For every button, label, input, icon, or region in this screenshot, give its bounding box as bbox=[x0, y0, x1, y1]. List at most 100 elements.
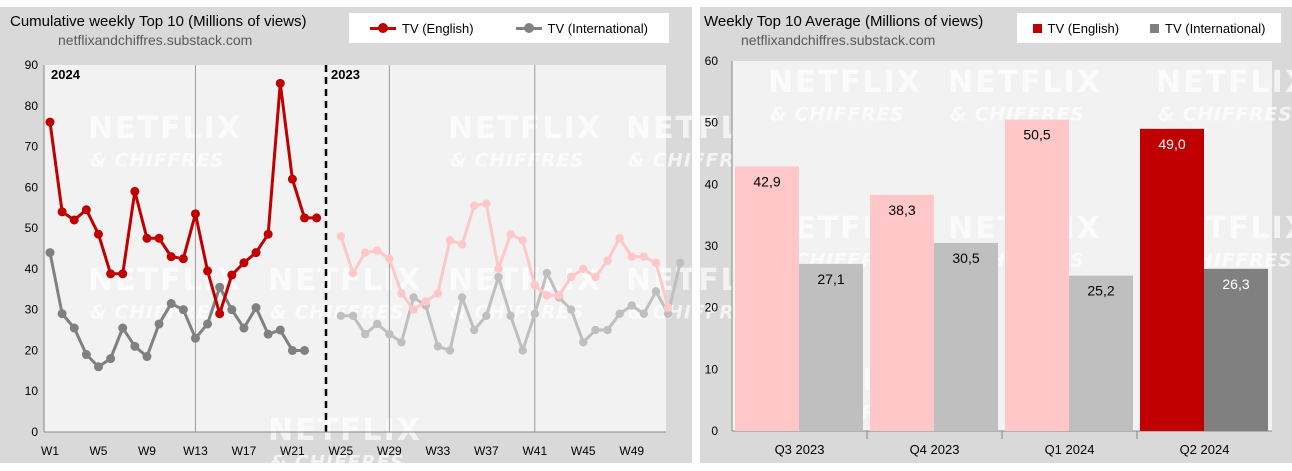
line-point bbox=[69, 323, 79, 333]
bar-tv-english bbox=[1005, 119, 1069, 431]
left-x-tick-label: W41 bbox=[522, 444, 547, 458]
bar-value-label: 27,1 bbox=[817, 271, 844, 287]
bar-tv-international bbox=[799, 263, 863, 431]
left-x-tick-label: W21 bbox=[280, 444, 305, 458]
right-watermark-2-netflix: NETFLIX bbox=[1156, 65, 1292, 100]
line-point bbox=[360, 329, 370, 339]
line-point bbox=[506, 230, 515, 239]
bar-value-label: 25,2 bbox=[1087, 283, 1114, 299]
legend-marker-line-icon bbox=[370, 22, 396, 33]
right-watermark-0-netflix: NETFLIX bbox=[768, 65, 922, 100]
line-point bbox=[142, 352, 152, 362]
line-point bbox=[639, 309, 649, 318]
line-point bbox=[81, 350, 91, 360]
line-point bbox=[373, 319, 382, 329]
left-watermark-7-netflix: NETFLIX bbox=[268, 413, 422, 448]
line-point bbox=[651, 287, 661, 296]
left-watermark-1-chiffres: & CHIFFRES bbox=[450, 151, 585, 172]
line-point bbox=[287, 345, 297, 355]
line-point bbox=[506, 311, 515, 320]
bar-tv-english bbox=[870, 194, 934, 431]
left-y-tick-label: 70 bbox=[25, 140, 39, 154]
left-watermark-6-chiffres: & CHIFFRES bbox=[628, 303, 763, 324]
line-point bbox=[239, 258, 249, 268]
line-point bbox=[615, 309, 624, 318]
line-point bbox=[591, 325, 600, 335]
left-watermark-5-netflix: NETFLIX bbox=[448, 263, 602, 298]
line-point bbox=[106, 269, 116, 279]
line-point bbox=[566, 305, 576, 314]
line-point bbox=[530, 281, 539, 290]
line-point bbox=[203, 319, 213, 329]
line-point bbox=[312, 213, 322, 223]
legend-label: TV (English) bbox=[1047, 20, 1120, 36]
line-point bbox=[154, 233, 164, 243]
line-point bbox=[409, 293, 418, 302]
line-point bbox=[251, 303, 261, 313]
line-point bbox=[494, 272, 503, 282]
line-point bbox=[676, 258, 685, 267]
line-point bbox=[227, 305, 237, 315]
bar-tv-international bbox=[934, 242, 998, 431]
line-point bbox=[154, 319, 164, 329]
line-point bbox=[106, 354, 116, 364]
right-watermark-2-chiffres: & CHIFFRES bbox=[1158, 105, 1292, 126]
line-point bbox=[130, 341, 140, 351]
line-point bbox=[663, 303, 673, 312]
left-watermark-0-chiffres: & CHIFFRES bbox=[90, 151, 225, 172]
left-watermark-3-chiffres: & CHIFFRES bbox=[270, 303, 405, 324]
right-y-tick-label: 40 bbox=[705, 177, 719, 191]
line-point bbox=[397, 289, 406, 298]
line-point bbox=[494, 264, 503, 274]
line-point bbox=[651, 258, 661, 267]
line-point bbox=[57, 207, 67, 217]
legend-item-tv-english: TV (English) bbox=[370, 21, 474, 36]
line-point bbox=[615, 234, 624, 243]
year-label-2024: 2024 bbox=[51, 67, 81, 82]
line-point bbox=[263, 329, 273, 339]
line-point bbox=[627, 252, 636, 261]
line-point bbox=[275, 78, 285, 88]
left-y-tick-label: 90 bbox=[25, 58, 39, 72]
left-chart-legend: TV (English) TV (International) bbox=[349, 13, 669, 43]
right-y-tick-label: 10 bbox=[705, 362, 719, 376]
line-point bbox=[45, 248, 55, 258]
line-point bbox=[227, 270, 237, 280]
left-x-tick-label: W37 bbox=[474, 444, 499, 458]
line-point bbox=[190, 333, 200, 343]
line-point bbox=[385, 254, 394, 263]
line-point bbox=[627, 301, 636, 310]
line-point bbox=[118, 269, 128, 279]
line-point bbox=[203, 266, 213, 276]
line-point bbox=[542, 291, 552, 300]
left-watermark-1-netflix: NETFLIX bbox=[448, 111, 602, 146]
legend-label: TV (International) bbox=[547, 20, 648, 36]
bar-value-label: 50,5 bbox=[1023, 127, 1050, 143]
line-series-tv-international--2023 bbox=[340, 271, 670, 352]
line-point bbox=[348, 311, 358, 320]
right-x-tick-label: Q3 2023 bbox=[775, 442, 825, 457]
right-watermark-0-chiffres: & CHIFFRES bbox=[770, 105, 905, 126]
line-point bbox=[81, 205, 91, 215]
legend-item-tv-international: TV (International) bbox=[1150, 21, 1265, 36]
line-point bbox=[118, 323, 128, 333]
line-point bbox=[421, 297, 430, 306]
line-point bbox=[518, 236, 527, 245]
line-point bbox=[263, 229, 273, 239]
left-y-tick-label: 0 bbox=[31, 425, 38, 439]
left-x-tick-label: W29 bbox=[377, 444, 402, 458]
legend-label: TV (International) bbox=[1165, 20, 1266, 36]
left-y-tick-label: 30 bbox=[25, 303, 39, 317]
line-series-tv-english--2023 bbox=[339, 202, 670, 312]
line-point bbox=[433, 289, 443, 298]
line-point bbox=[457, 293, 467, 302]
left-x-tick-label: W1 bbox=[41, 444, 59, 458]
line-point bbox=[482, 311, 491, 320]
left-watermark-4-chiffres: & CHIFFRES bbox=[90, 303, 225, 324]
left-x-tick-label: W45 bbox=[571, 444, 596, 458]
year-label-2023: 2023 bbox=[331, 67, 360, 82]
line-point bbox=[215, 282, 225, 292]
line-point bbox=[603, 325, 612, 335]
line-point bbox=[445, 346, 455, 355]
line-point bbox=[554, 291, 564, 300]
